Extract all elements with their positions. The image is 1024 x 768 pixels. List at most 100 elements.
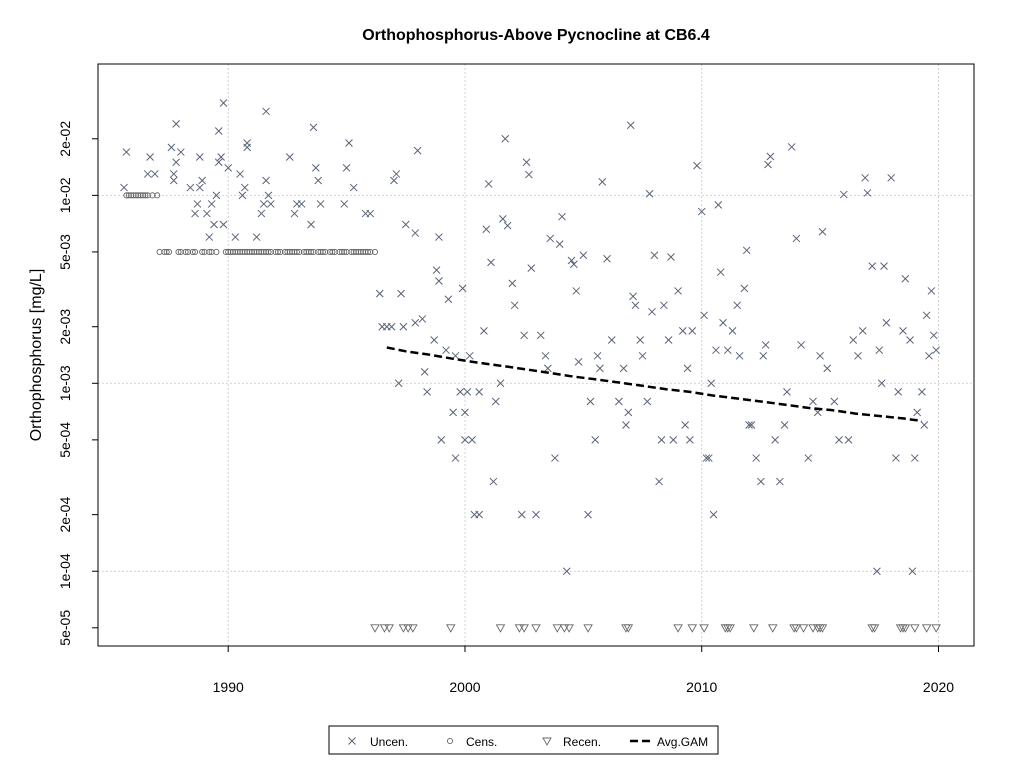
uncensored-point xyxy=(420,368,429,376)
censored-point xyxy=(362,248,369,255)
uncensored-point xyxy=(461,436,469,444)
uncensored-point xyxy=(714,201,723,209)
legend-label: Cens. xyxy=(466,735,497,749)
uncensored-point xyxy=(873,567,881,576)
x-stroke xyxy=(401,220,410,229)
censored-point xyxy=(139,192,147,199)
x-stroke xyxy=(880,262,888,271)
censored-point xyxy=(213,248,220,255)
censored-point xyxy=(260,248,267,255)
x-stroke xyxy=(413,146,422,155)
x-stroke xyxy=(697,207,706,216)
x-stroke xyxy=(191,209,199,218)
x-stroke xyxy=(638,351,647,360)
x-stroke xyxy=(906,336,914,344)
censored-point xyxy=(300,248,308,255)
uncensored-point xyxy=(894,388,903,396)
uncensored-point xyxy=(854,351,862,360)
x-stroke xyxy=(210,220,218,229)
recensored-point xyxy=(623,624,634,633)
censored-point xyxy=(206,248,213,255)
x-stroke xyxy=(480,327,488,335)
censored-point xyxy=(265,248,272,255)
x-stroke xyxy=(908,567,917,576)
x-stroke xyxy=(418,315,427,323)
uncensored-point xyxy=(598,177,607,186)
x-stroke xyxy=(143,170,152,178)
uncensored-point xyxy=(297,200,306,208)
uncensored-point xyxy=(525,170,533,179)
x-stroke xyxy=(243,143,252,152)
x-stroke xyxy=(683,364,692,373)
x-stroke xyxy=(593,351,602,360)
uncensored-point xyxy=(908,567,917,576)
uncensored-point xyxy=(290,209,299,218)
censored-point xyxy=(237,248,244,255)
uncensored-point xyxy=(667,253,675,261)
uncensored-point xyxy=(449,408,457,417)
censored-point xyxy=(154,192,161,199)
x-stroke xyxy=(551,454,559,462)
uncensored-point xyxy=(122,148,131,156)
x-stroke xyxy=(659,301,668,310)
censored-point xyxy=(338,248,345,255)
uncensored-point xyxy=(766,152,775,161)
recensored-point xyxy=(445,624,456,633)
uncensored-point xyxy=(579,251,588,260)
uncensored-point xyxy=(922,311,931,320)
x-stroke xyxy=(927,287,936,295)
censored-point xyxy=(225,248,232,255)
x-stroke xyxy=(150,170,159,178)
x-stroke xyxy=(349,183,358,192)
x-stroke xyxy=(501,134,510,143)
censored-point xyxy=(305,248,312,255)
uncensored-point xyxy=(349,183,358,192)
censored-point xyxy=(296,248,303,255)
censored-point xyxy=(161,248,168,255)
uncensored-point xyxy=(231,233,240,241)
censored-point xyxy=(350,248,357,255)
x-stroke xyxy=(667,253,675,261)
uncensored-point xyxy=(780,421,789,429)
uncensored-point xyxy=(399,322,408,331)
censored-point xyxy=(336,248,343,255)
x-stroke xyxy=(716,268,725,277)
x-stroke xyxy=(771,436,779,444)
legend-recen-symbol xyxy=(542,737,552,746)
x-stroke xyxy=(757,477,765,486)
uncensored-point xyxy=(572,287,581,295)
uncensored-point xyxy=(764,160,772,169)
uncensored-point xyxy=(745,421,753,429)
x-stroke xyxy=(740,284,749,293)
uncensored-point xyxy=(688,327,697,335)
censored-point xyxy=(272,248,279,255)
uncensored-point xyxy=(645,189,654,198)
recensored-point xyxy=(531,624,541,633)
uncensored-point xyxy=(543,364,552,373)
x-stroke xyxy=(733,301,742,310)
x-stroke xyxy=(910,454,919,462)
uncensored-point xyxy=(252,233,261,241)
recensored-point xyxy=(817,624,828,633)
uncensored-point xyxy=(655,477,663,486)
censored-point xyxy=(258,248,265,255)
uncensored-point xyxy=(484,180,493,188)
x-stroke xyxy=(804,454,813,462)
x-stroke xyxy=(584,510,592,519)
censored-point xyxy=(251,248,258,255)
x-stroke xyxy=(290,209,299,218)
uncensored-point xyxy=(723,346,732,355)
uncensored-point xyxy=(120,183,128,192)
uncensored-point xyxy=(224,164,233,172)
uncensored-point xyxy=(285,153,294,161)
uncensored-point xyxy=(863,189,872,197)
uncensored-point xyxy=(877,379,886,388)
uncensored-point xyxy=(567,256,576,265)
x-stroke xyxy=(309,123,318,132)
x-stroke xyxy=(861,173,869,182)
x-stroke xyxy=(555,240,564,249)
x-stroke xyxy=(752,454,761,462)
x-stroke xyxy=(714,201,723,209)
x-stroke xyxy=(527,264,536,272)
x-stroke xyxy=(390,176,398,185)
